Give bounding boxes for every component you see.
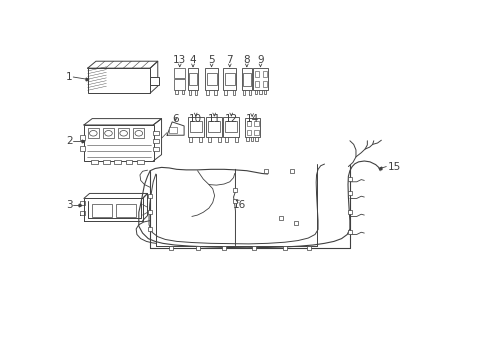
Text: 5: 5	[208, 55, 214, 65]
Bar	[241, 68, 252, 90]
Bar	[189, 121, 201, 132]
Bar	[168, 127, 177, 133]
Bar	[254, 90, 257, 94]
Bar	[262, 72, 266, 77]
Text: 16: 16	[232, 201, 245, 210]
Bar	[175, 90, 177, 94]
Bar	[254, 121, 258, 126]
Text: 4: 4	[189, 55, 196, 65]
Bar	[244, 118, 259, 138]
Text: 7: 7	[226, 55, 233, 65]
Bar	[80, 135, 84, 140]
Bar	[206, 117, 222, 138]
Text: 9: 9	[257, 55, 263, 65]
Bar	[250, 138, 253, 141]
Text: 13: 13	[173, 55, 186, 65]
Bar	[224, 138, 227, 142]
Bar	[206, 73, 216, 85]
Bar	[259, 90, 261, 94]
Bar	[87, 128, 99, 138]
Bar	[245, 138, 248, 141]
Bar	[206, 90, 208, 95]
Bar	[116, 204, 136, 217]
Bar	[153, 131, 159, 135]
Bar	[224, 90, 226, 95]
Bar	[207, 138, 210, 142]
Bar	[262, 81, 266, 87]
Bar	[137, 160, 143, 163]
Bar	[187, 117, 203, 138]
Bar	[255, 138, 258, 141]
Bar	[255, 72, 259, 77]
Text: 15: 15	[387, 162, 400, 172]
Bar	[133, 128, 144, 138]
Text: 1: 1	[66, 72, 73, 82]
Bar	[225, 121, 237, 132]
Bar	[188, 90, 190, 95]
Bar	[248, 90, 250, 95]
Bar	[187, 68, 198, 90]
Bar	[214, 90, 217, 95]
Bar	[263, 90, 265, 94]
Text: 3: 3	[66, 201, 73, 210]
Bar	[150, 77, 158, 85]
Text: 6: 6	[172, 114, 179, 125]
Bar	[80, 146, 84, 151]
Text: 11: 11	[207, 114, 221, 123]
Text: 14: 14	[245, 114, 258, 123]
Bar	[102, 160, 109, 163]
Bar	[253, 68, 267, 90]
Bar	[174, 79, 184, 90]
Bar	[232, 90, 235, 95]
Bar	[153, 139, 159, 143]
Text: 10: 10	[189, 114, 202, 123]
Text: 8: 8	[243, 55, 250, 65]
Bar	[92, 204, 112, 217]
Bar	[84, 125, 154, 161]
Bar	[87, 68, 150, 93]
Bar	[189, 138, 192, 142]
Bar	[153, 147, 159, 151]
Bar	[91, 160, 98, 163]
Text: 12: 12	[224, 114, 238, 123]
Bar	[255, 81, 259, 87]
Bar	[208, 121, 220, 132]
Text: 2: 2	[66, 136, 73, 146]
Bar	[223, 68, 236, 90]
Bar	[118, 128, 129, 138]
Bar	[246, 121, 250, 126]
Bar	[223, 117, 239, 138]
Bar	[234, 138, 237, 142]
Bar	[174, 68, 184, 78]
Bar	[199, 138, 202, 142]
Bar	[242, 73, 250, 86]
Bar	[188, 73, 197, 85]
Bar	[195, 90, 197, 95]
Bar	[114, 160, 121, 163]
Bar	[224, 73, 234, 85]
Bar	[242, 90, 244, 95]
Bar	[182, 90, 183, 94]
Bar	[246, 130, 250, 135]
Bar	[204, 68, 218, 90]
Bar	[102, 128, 114, 138]
Bar	[125, 160, 132, 163]
Bar	[254, 130, 258, 135]
Bar	[217, 138, 220, 142]
